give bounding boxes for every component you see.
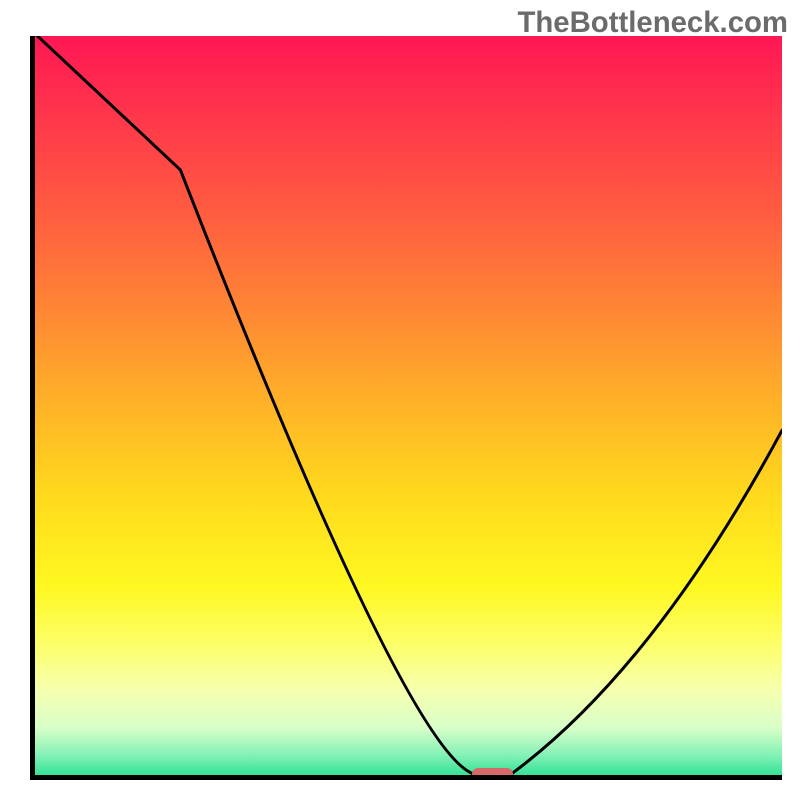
watermark-text: TheBottleneck.com xyxy=(517,6,788,40)
bottleneck-curve xyxy=(38,36,782,774)
chart-container: { "watermark": { "text": "TheBottleneck.… xyxy=(0,0,800,800)
y-axis xyxy=(30,36,35,780)
curve-layer xyxy=(30,36,782,780)
x-axis xyxy=(30,775,782,780)
plot-area xyxy=(30,36,782,780)
